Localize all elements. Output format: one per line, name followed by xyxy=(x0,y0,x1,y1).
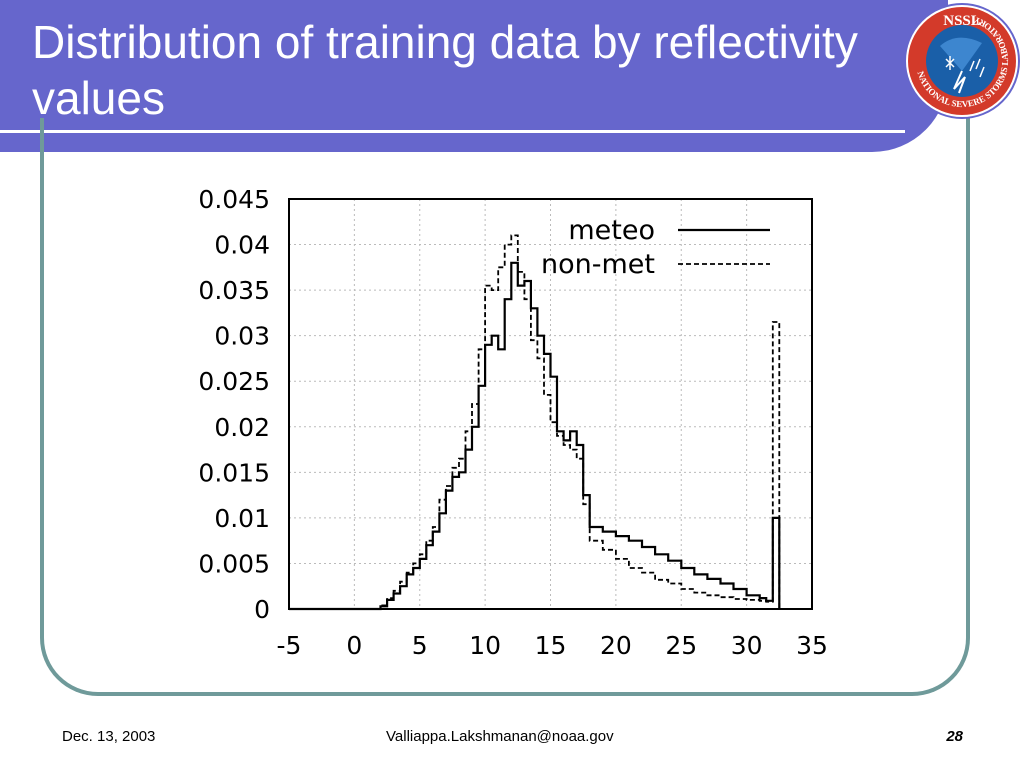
chart-tick-labels: -5 0 5 10 15 20 25 30 3500.0050.010.0150.020.025… xyxy=(198,185,827,660)
y-tick-label: 0.035 xyxy=(198,276,270,305)
x-tick-label: 15 xyxy=(535,631,567,660)
footer-date: Dec. 13, 2003 xyxy=(62,728,156,745)
title-bar: Distribution of training data by reflect… xyxy=(0,0,948,152)
plot-area-border xyxy=(288,198,813,610)
chart-series xyxy=(289,234,781,611)
x-tick-label: -5 xyxy=(277,631,302,660)
legend-label: non-met xyxy=(541,249,655,280)
footer-page-number: 28 xyxy=(946,728,963,745)
x-tick-label: 10 xyxy=(469,631,501,660)
legend-label: meteo xyxy=(568,215,655,246)
x-tick-label: 20 xyxy=(600,631,632,660)
x-tick-label: 35 xyxy=(796,631,828,660)
y-tick-label: 0.03 xyxy=(214,322,270,351)
y-tick-label: 0.045 xyxy=(198,185,270,214)
title-underline xyxy=(0,130,905,133)
y-tick-label: 0.02 xyxy=(214,413,270,442)
y-tick-label: 0 xyxy=(254,595,270,624)
content-frame xyxy=(40,118,970,696)
series-line-non-met xyxy=(289,234,781,610)
slide-title: Distribution of training data by reflect… xyxy=(32,16,858,124)
y-tick-label: 0.005 xyxy=(198,549,270,578)
footer-email: Valliappa.Lakshmanan@noaa.gov xyxy=(386,728,614,745)
x-tick-label: 25 xyxy=(665,631,697,660)
x-tick-label: 30 xyxy=(731,631,763,660)
x-tick-label: 5 xyxy=(412,631,428,660)
y-tick-label: 0.025 xyxy=(198,367,270,396)
nssl-logo-icon: NSSL NATIONAL SEVERE STORMS LABORATORY xyxy=(904,3,1020,119)
reflectivity-distribution-chart: -5 0 5 10 15 20 25 30 3500.0050.010.0150.020.025… xyxy=(198,185,827,660)
y-tick-label: 0.04 xyxy=(214,231,270,260)
y-tick-label: 0.01 xyxy=(214,504,270,533)
series-line-meteo xyxy=(289,261,781,611)
x-tick-label: 0 xyxy=(346,631,362,660)
logo-top-text: NSSL xyxy=(943,13,981,29)
y-tick-label: 0.015 xyxy=(198,458,270,487)
